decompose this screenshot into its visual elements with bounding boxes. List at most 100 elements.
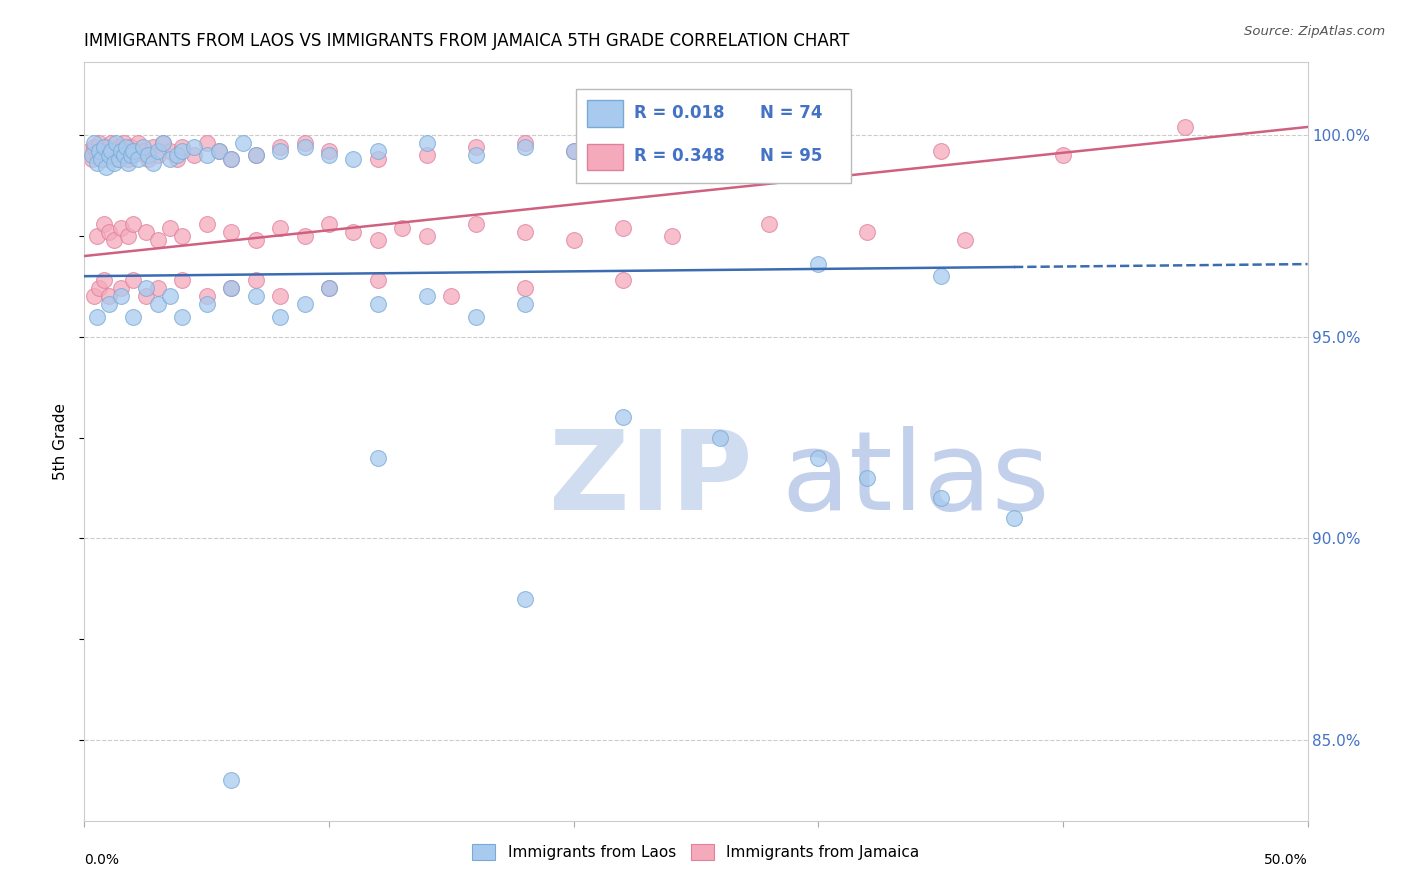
Immigrants from Laos xyxy=(195,297,218,311)
Immigrants from Jamaica xyxy=(146,148,169,162)
Immigrants from Jamaica xyxy=(172,228,194,243)
Immigrants from Laos xyxy=(172,310,194,324)
Immigrants from Jamaica xyxy=(367,153,389,167)
Immigrants from Jamaica xyxy=(416,228,439,243)
Immigrants from Laos xyxy=(107,153,129,167)
Immigrants from Laos xyxy=(513,591,536,606)
Immigrants from Laos xyxy=(367,297,389,311)
Immigrants from Jamaica xyxy=(110,281,132,295)
Immigrants from Jamaica xyxy=(661,228,683,243)
Immigrants from Jamaica xyxy=(83,289,105,303)
Immigrants from Jamaica xyxy=(219,281,242,295)
FancyBboxPatch shape xyxy=(576,89,851,183)
Immigrants from Laos xyxy=(208,144,231,158)
Immigrants from Jamaica xyxy=(219,225,242,239)
Immigrants from Jamaica xyxy=(120,140,142,154)
Immigrants from Jamaica xyxy=(612,273,634,287)
Immigrants from Jamaica xyxy=(122,148,145,162)
Immigrants from Jamaica xyxy=(245,273,267,287)
Text: IMMIGRANTS FROM LAOS VS IMMIGRANTS FROM JAMAICA 5TH GRADE CORRELATION CHART: IMMIGRANTS FROM LAOS VS IMMIGRANTS FROM … xyxy=(84,32,849,50)
Immigrants from Laos xyxy=(232,136,254,150)
Immigrants from Laos xyxy=(562,144,585,158)
Immigrants from Jamaica xyxy=(100,136,122,150)
Immigrants from Jamaica xyxy=(807,136,830,150)
Immigrants from Jamaica xyxy=(562,233,585,247)
Immigrants from Jamaica xyxy=(183,148,205,162)
Immigrants from Laos xyxy=(367,144,389,158)
Immigrants from Laos xyxy=(105,136,128,150)
Immigrants from Jamaica xyxy=(93,153,115,167)
Immigrants from Jamaica xyxy=(440,289,463,303)
Immigrants from Jamaica xyxy=(269,289,291,303)
Immigrants from Laos xyxy=(219,153,242,167)
Immigrants from Jamaica xyxy=(97,148,120,162)
Text: Source: ZipAtlas.com: Source: ZipAtlas.com xyxy=(1244,25,1385,38)
Immigrants from Laos xyxy=(132,140,155,154)
Legend: Immigrants from Laos, Immigrants from Jamaica: Immigrants from Laos, Immigrants from Ja… xyxy=(467,838,925,866)
Immigrants from Laos xyxy=(513,297,536,311)
Immigrants from Jamaica xyxy=(562,144,585,158)
Immigrants from Jamaica xyxy=(318,217,340,231)
Immigrants from Laos xyxy=(86,156,108,170)
Immigrants from Laos xyxy=(172,144,194,158)
Immigrants from Jamaica xyxy=(93,217,115,231)
Immigrants from Laos xyxy=(103,156,125,170)
Immigrants from Jamaica xyxy=(135,289,157,303)
Text: N = 95: N = 95 xyxy=(761,147,823,165)
Immigrants from Jamaica xyxy=(146,233,169,247)
Immigrants from Jamaica xyxy=(80,153,103,167)
Text: N = 74: N = 74 xyxy=(761,104,823,122)
Immigrants from Laos xyxy=(929,269,952,284)
Immigrants from Jamaica xyxy=(115,144,138,158)
Text: atlas: atlas xyxy=(782,426,1050,533)
Immigrants from Laos xyxy=(87,144,110,158)
Immigrants from Jamaica xyxy=(87,281,110,295)
Text: R = 0.018: R = 0.018 xyxy=(634,104,724,122)
Immigrants from Jamaica xyxy=(513,225,536,239)
Immigrants from Laos xyxy=(83,136,105,150)
Immigrants from Jamaica xyxy=(294,136,316,150)
Immigrants from Jamaica xyxy=(269,220,291,235)
Immigrants from Jamaica xyxy=(195,289,218,303)
Immigrants from Jamaica xyxy=(110,148,132,162)
Immigrants from Jamaica xyxy=(367,233,389,247)
Immigrants from Laos xyxy=(152,136,174,150)
Immigrants from Laos xyxy=(80,148,103,162)
Immigrants from Jamaica xyxy=(929,144,952,158)
Immigrants from Laos xyxy=(135,281,157,295)
Immigrants from Laos xyxy=(136,148,159,162)
Immigrants from Jamaica xyxy=(661,148,683,162)
Immigrants from Jamaica xyxy=(513,281,536,295)
Immigrants from Jamaica xyxy=(464,217,486,231)
Immigrants from Jamaica xyxy=(953,233,976,247)
Immigrants from Jamaica xyxy=(103,233,125,247)
Immigrants from Laos xyxy=(166,148,188,162)
Immigrants from Laos xyxy=(807,257,830,271)
Immigrants from Jamaica xyxy=(416,148,439,162)
Immigrants from Jamaica xyxy=(136,153,159,167)
Immigrants from Jamaica xyxy=(90,144,112,158)
Immigrants from Jamaica xyxy=(391,220,413,235)
FancyBboxPatch shape xyxy=(588,101,623,127)
Text: 0.0%: 0.0% xyxy=(84,853,120,867)
Immigrants from Jamaica xyxy=(612,153,634,167)
Immigrants from Jamaica xyxy=(159,144,181,158)
Immigrants from Jamaica xyxy=(342,225,364,239)
Immigrants from Jamaica xyxy=(612,220,634,235)
Immigrants from Laos xyxy=(90,153,112,167)
Immigrants from Laos xyxy=(122,310,145,324)
Immigrants from Laos xyxy=(245,148,267,162)
Immigrants from Jamaica xyxy=(172,140,194,154)
Immigrants from Laos xyxy=(342,153,364,167)
Immigrants from Jamaica xyxy=(86,148,108,162)
Immigrants from Laos xyxy=(127,153,149,167)
Immigrants from Jamaica xyxy=(195,136,218,150)
Immigrants from Laos xyxy=(93,140,115,154)
Immigrants from Jamaica xyxy=(1174,120,1197,134)
Immigrants from Laos xyxy=(416,136,439,150)
Immigrants from Jamaica xyxy=(464,140,486,154)
Text: R = 0.348: R = 0.348 xyxy=(634,147,724,165)
Immigrants from Laos xyxy=(159,153,181,167)
Immigrants from Jamaica xyxy=(709,140,731,154)
Immigrants from Laos xyxy=(115,140,138,154)
